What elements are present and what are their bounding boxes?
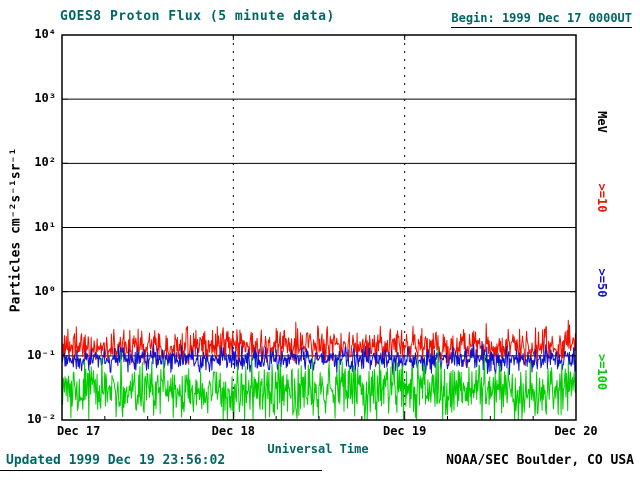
x-axis-title-text: Universal Time [267, 442, 369, 456]
x-tick-label: Dec 17 [57, 424, 101, 438]
x-tick-label: Dec 19 [382, 424, 427, 438]
chart-title: GOES8 Proton Flux (5 minute data) [60, 9, 335, 24]
right-axis-label-mev: MeV [595, 111, 609, 133]
x-axis-title: Universal Time [0, 442, 640, 456]
y-axis-title: Particles cm⁻²s⁻¹sr⁻¹ [8, 147, 24, 313]
x-tick-label: Dec 18 [211, 424, 255, 438]
flux-trace-100 [61, 346, 577, 421]
begin-timestamp: Begin: 1999 Dec 17 0000UT [451, 11, 632, 28]
y-tick-label: 10³ [34, 91, 56, 106]
y-tick-label: 10⁰ [34, 283, 56, 298]
y-tick-label: 10⁻² [27, 412, 56, 426]
right-axis-label-50: >=50 [595, 268, 609, 298]
y-tick-label: 10⁻¹ [27, 347, 56, 362]
right-axis-label-100: >=100 [595, 353, 609, 391]
credit-label: NOAA/SEC Boulder, CO USA [446, 453, 634, 468]
right-axis-label-10: >=10 [595, 183, 609, 213]
updated-timestamp: Updated 1999 Dec 19 23:56:02 [6, 453, 226, 468]
y-tick-label: 10² [34, 155, 56, 170]
footer-rule [0, 470, 322, 471]
flux-trace-50 [61, 340, 577, 375]
x-tick-label: Dec 20 [554, 424, 598, 438]
y-tick-label: 10⁴ [34, 27, 56, 41]
y-tick-label: 10¹ [34, 219, 56, 234]
